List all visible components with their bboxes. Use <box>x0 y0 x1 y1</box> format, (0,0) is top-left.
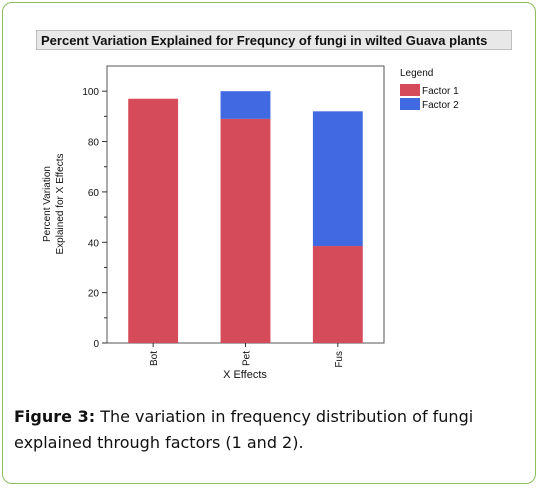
chart-title: Percent Variation Explained for Frequncy… <box>36 30 512 50</box>
caption-text: The variation in frequency distribution … <box>14 407 474 452</box>
y-tick-label: 80 <box>88 138 100 149</box>
x-tick-label: Bot <box>149 351 160 366</box>
legend-swatch <box>400 98 420 110</box>
y-tick-label: 20 <box>88 289 100 300</box>
y-axis-label-line2: Explained for X Effects <box>55 154 66 255</box>
x-axis-label: X Effects <box>223 369 267 381</box>
legend: Legend Factor 1 Factor 2 <box>400 68 459 111</box>
bar-fus-factor-2 <box>312 111 363 247</box>
y-tick-label: 40 <box>88 238 100 249</box>
y-tick-label: 100 <box>82 87 99 98</box>
legend-label: Factor 1 <box>422 86 459 97</box>
stacked-bar-chart: 0 20 40 60 80 100 Bot Pet Fus Percent Variation… <box>42 65 459 381</box>
x-tick-label: Pet <box>242 351 253 366</box>
caption-label: Figure 3: <box>14 407 96 426</box>
y-tick-label: 0 <box>93 339 99 350</box>
bar-pet-factor-2 <box>220 91 271 119</box>
x-tick-label: Fus <box>334 351 345 368</box>
figure-caption: Figure 3: The variation in frequency dis… <box>14 404 514 456</box>
bar-fus-factor-1 <box>312 246 363 343</box>
y-tick-label: 60 <box>88 188 100 199</box>
y-axis-label-line1: Percent Variation <box>42 166 53 242</box>
legend-label: Factor 2 <box>422 100 459 111</box>
legend-title: Legend <box>400 68 433 79</box>
bar-pet-factor-1 <box>220 118 271 343</box>
bar-bot-factor-1 <box>128 98 179 344</box>
legend-swatch <box>400 84 420 96</box>
